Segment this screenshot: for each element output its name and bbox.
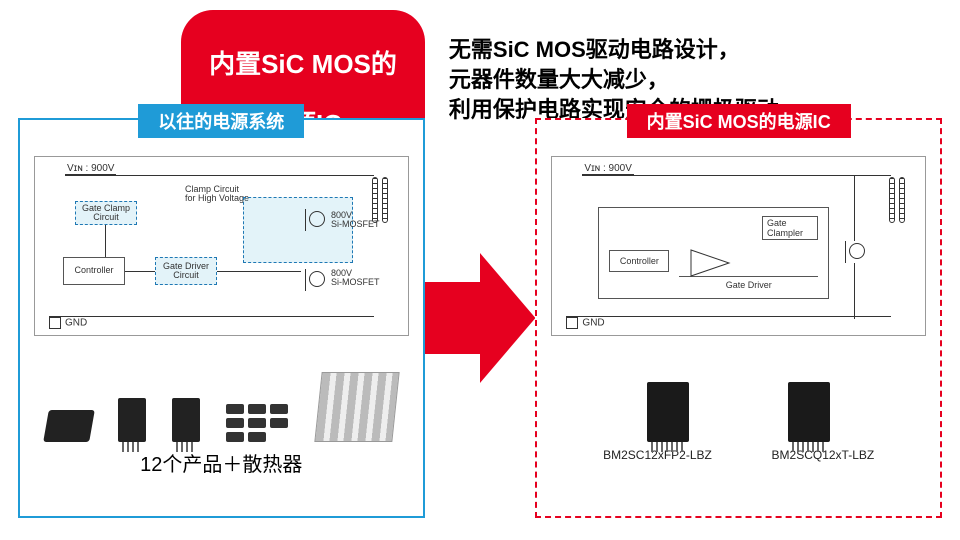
opamp-icon (689, 248, 733, 278)
panel-integrated: 内置SiC MOS的电源IC Vɪɴ : 900V GND Gate Clamp… (535, 118, 942, 518)
mosfet-icon (305, 209, 327, 231)
mosfet-icon (845, 241, 867, 263)
part-to-icon (788, 382, 830, 442)
part-to220-icon (172, 398, 200, 442)
part-smd-cluster (226, 404, 292, 442)
mosfet-icon (305, 269, 327, 291)
integrated-ic-block: Gate Clampler Controller Gate Driver (598, 207, 829, 299)
panel-title-left: 以往的电源系统 (138, 104, 304, 138)
parts-shelf-right (551, 346, 926, 442)
heatsink-icon (315, 372, 400, 442)
big-arrow-icon (425, 253, 536, 383)
pill-line1: 内置SiC MOS的 (209, 49, 397, 79)
label-mosfet-bot: 800V Si-MOSFET (331, 269, 380, 288)
vin-label: Vɪɴ : 900V (582, 163, 633, 175)
part-to220-icon (118, 398, 146, 442)
label-clamp-note: Clamp Circuit for High Voltage (185, 185, 249, 204)
block-gate-driver: Gate Driver Circuit (155, 257, 217, 285)
transformer-icon (881, 177, 913, 223)
block-controller: Controller (609, 250, 669, 272)
block-highvolt-group (243, 197, 353, 263)
arrow-column (425, 118, 536, 518)
block-gate-driver: Gate Driver (679, 276, 818, 292)
comparison-row: 以往的电源系统 Vɪɴ : 900V GND Gate Clamp Circui… (18, 118, 942, 518)
panel-title-right: 内置SiC MOS的电源IC (627, 104, 851, 138)
block-controller: Controller (63, 257, 125, 285)
part-soic-icon (43, 410, 95, 442)
block-gate-clamp: Gate Clamp Circuit (75, 201, 137, 225)
caption-left: 12个产品＋散热器 (34, 448, 409, 477)
panel-conventional: 以往的电源系统 Vɪɴ : 900V GND Gate Clamp Circui… (18, 118, 425, 518)
schematic-left: Vɪɴ : 900V GND Gate Clamp Circuit Contro… (34, 156, 409, 336)
gnd-label: GND (566, 317, 604, 329)
part-fp2-icon (647, 382, 689, 442)
parts-shelf-left (34, 346, 409, 442)
caption-right: BM2SC12xFP2-LBZ BM2SCQ12xT-LBZ (551, 448, 926, 462)
transformer-icon (364, 177, 396, 223)
gnd-label: GND (49, 317, 87, 329)
block-gate-clamper: Gate Clampler (762, 216, 818, 240)
vin-label: Vɪɴ : 900V (65, 163, 116, 175)
schematic-right: Vɪɴ : 900V GND Gate Clampler Controller … (551, 156, 926, 336)
